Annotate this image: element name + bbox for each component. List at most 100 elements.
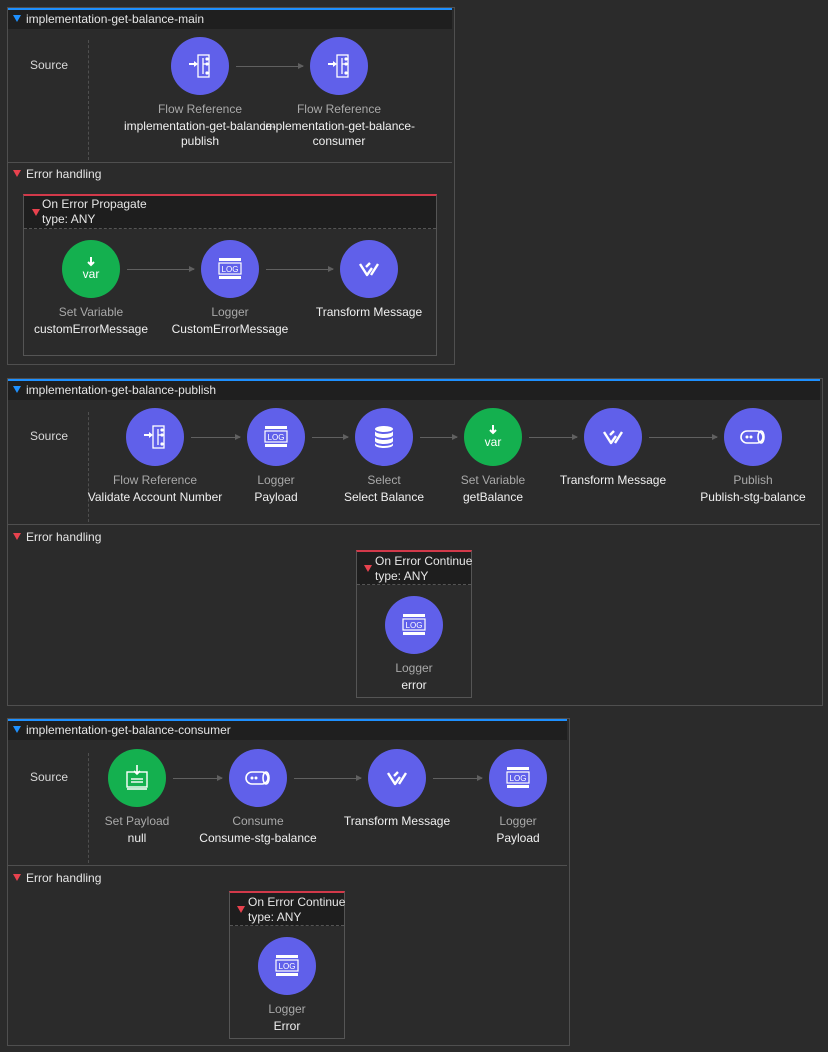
flow-node[interactable]: Logger Payload — [438, 749, 598, 859]
error-handler-header[interactable] — [357, 552, 471, 585]
node-type-label: Set Variable — [58, 305, 124, 319]
flow-node[interactable]: Transform Message — [533, 408, 693, 518]
node-name-label: Transform Message — [559, 473, 667, 487]
flow-node[interactable]: Logger Error — [207, 937, 367, 1047]
flow-header[interactable]: implementation-get-balance-consumer — [8, 719, 567, 740]
node-name-label: Payload — [496, 831, 540, 845]
flow-arrow — [127, 266, 195, 272]
flow-reference-icon[interactable] — [126, 408, 184, 466]
source-label: Source — [30, 58, 69, 72]
error-handler-scope[interactable]: On Error Continue type: ANY Logger error — [356, 550, 472, 698]
handler-collapse-icon[interactable] — [364, 565, 372, 572]
error-collapse-icon[interactable] — [13, 874, 21, 881]
publish-icon[interactable] — [724, 408, 782, 466]
node-name-label: Consume-stg-balance — [199, 831, 317, 845]
consume-icon[interactable] — [229, 749, 287, 807]
flow-node[interactable]: Logger Payload — [196, 408, 356, 518]
flow-reference-icon[interactable] — [171, 37, 229, 95]
node-name-label: CustomErrorMessage — [171, 322, 289, 336]
flow-node[interactable]: Set Variable getBalance — [413, 408, 573, 518]
transform-message-icon[interactable] — [584, 408, 642, 466]
flow-arrow — [173, 775, 223, 781]
transform-message-icon[interactable] — [368, 749, 426, 807]
handler-type: type: ANY — [42, 212, 96, 226]
error-handler-header[interactable] — [24, 196, 436, 229]
logger-icon[interactable] — [258, 937, 316, 995]
source-label: Source — [30, 429, 69, 443]
set-payload-icon[interactable] — [108, 749, 166, 807]
handler-title: On Error Propagate — [42, 197, 147, 211]
flow-arrow — [529, 434, 578, 440]
flow-header[interactable]: implementation-get-balance-publish — [8, 379, 820, 400]
node-name-label: Transform Message — [343, 814, 451, 828]
node-type-label: Logger — [257, 473, 295, 487]
flow-container: implementation-get-balance-main Source Flo… — [7, 7, 455, 365]
flow-node[interactable]: Transform Message — [317, 749, 477, 859]
flow-node[interactable]: Transform Message — [289, 240, 449, 350]
node-type-label: Flow Reference — [112, 473, 198, 487]
flow-arrow — [312, 434, 349, 440]
logger-icon[interactable] — [201, 240, 259, 298]
handler-type: type: ANY — [375, 569, 429, 583]
logger-icon[interactable] — [247, 408, 305, 466]
collapse-icon[interactable] — [13, 726, 21, 733]
node-name-label: Error — [273, 1019, 301, 1033]
flow-arrow — [433, 775, 483, 781]
flow-reference-icon[interactable] — [310, 37, 368, 95]
flow-arrow — [266, 266, 334, 272]
collapse-icon[interactable] — [13, 386, 21, 393]
node-name-label: Transform Message — [315, 305, 423, 319]
node-type-label: Consume — [232, 814, 284, 828]
error-handling-divider — [8, 162, 452, 163]
flow-header[interactable]: implementation-get-balance-main — [8, 8, 452, 29]
flow-node[interactable]: Consume Consume-stg-balance — [178, 749, 338, 859]
flow-title: implementation-get-balance-consumer — [26, 723, 231, 737]
flow-node[interactable]: Logger CustomErrorMessage — [150, 240, 310, 350]
error-handler-scope[interactable]: On Error Propagate type: ANY Set Variable c… — [23, 194, 437, 356]
flow-arrow — [191, 434, 241, 440]
flow-arrow — [294, 775, 362, 781]
error-handling-divider — [8, 865, 567, 866]
handler-collapse-icon[interactable] — [237, 906, 245, 913]
error-handler-header[interactable] — [230, 893, 344, 926]
handler-collapse-icon[interactable] — [32, 209, 40, 216]
flow-title: implementation-get-balance-publish — [26, 383, 217, 397]
node-name-label: null — [127, 831, 147, 845]
flow-node[interactable]: Publish Publish-stg-balance — [673, 408, 828, 518]
node-name-label: getBalance — [462, 490, 524, 504]
node-type-label: Logger — [268, 1002, 306, 1016]
flow-node[interactable]: Flow Reference implementation-get-balance… — [120, 37, 280, 148]
flow-node[interactable]: Set Variable customErrorMessage — [11, 240, 171, 350]
source-label: Source — [30, 770, 69, 784]
set-variable-icon[interactable] — [62, 240, 120, 298]
collapse-icon[interactable] — [13, 15, 21, 22]
node-type-label: Logger — [211, 305, 249, 319]
flow-node[interactable]: Flow Reference Validate Account Number — [75, 408, 235, 518]
flow-node[interactable]: Set Payload null — [57, 749, 217, 859]
logger-icon[interactable] — [489, 749, 547, 807]
error-handler-scope[interactable]: On Error Continue type: ANY Logger Error — [229, 891, 345, 1039]
database-icon[interactable] — [355, 408, 413, 466]
flow-arrow — [236, 63, 304, 69]
node-type-label: Set Payload — [104, 814, 170, 828]
node-name-label: error — [401, 678, 427, 692]
node-name-label: customErrorMessage — [33, 322, 149, 336]
error-handling-divider — [8, 524, 820, 525]
flow-container: implementation-get-balance-publish Source… — [7, 378, 823, 706]
flow-node[interactable]: Logger error — [334, 596, 494, 706]
flow-arrow — [420, 434, 458, 440]
flow-node[interactable]: Select Select Balance — [304, 408, 464, 518]
transform-message-icon[interactable] — [340, 240, 398, 298]
set-variable-icon[interactable] — [464, 408, 522, 466]
logger-icon[interactable] — [385, 596, 443, 654]
node-name-label: implementation-get-balance-consumer — [262, 119, 416, 148]
handler-title: On Error Continue — [375, 554, 473, 568]
error-collapse-icon[interactable] — [13, 533, 21, 540]
source-divider — [88, 753, 89, 863]
flow-node[interactable]: Flow Reference implementation-get-balance… — [259, 37, 419, 148]
error-collapse-icon[interactable] — [13, 170, 21, 177]
handler-title: On Error Continue — [248, 895, 346, 909]
node-type-label: Publish — [733, 473, 773, 487]
node-name-label: implementation-get-balance-publish — [123, 119, 277, 148]
node-type-label: Set Variable — [460, 473, 526, 487]
